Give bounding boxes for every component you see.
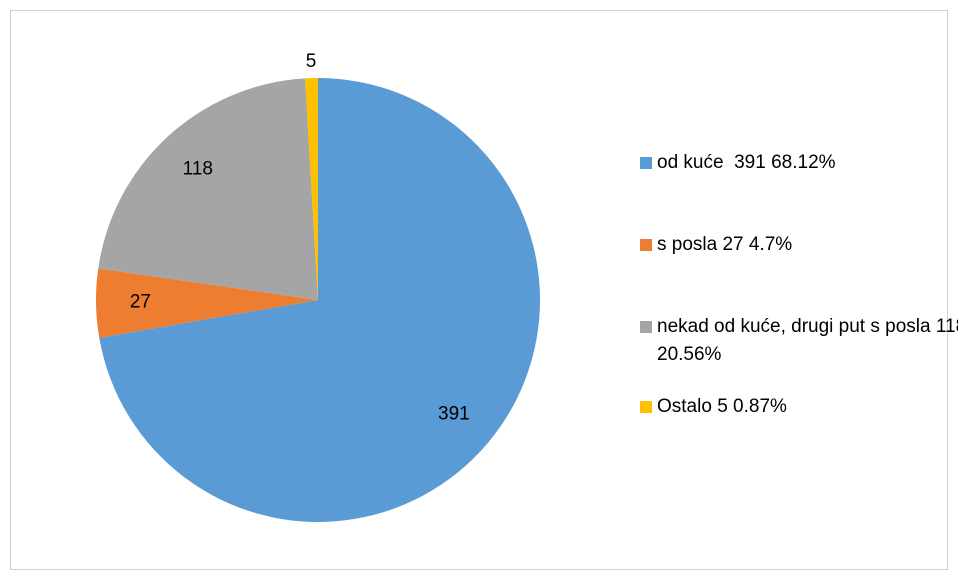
data-label: 5 <box>306 51 317 72</box>
data-label: 118 <box>183 158 213 179</box>
pie-slice <box>99 78 540 522</box>
chart-frame <box>10 10 948 570</box>
legend-swatch <box>640 157 652 169</box>
legend-label: od kuće 391 68.12% <box>657 152 836 173</box>
pie-slice <box>305 78 318 300</box>
data-label: 391 <box>438 403 470 424</box>
legend-swatch <box>640 321 652 333</box>
legend-entry: Ostalo 5 0.87% <box>640 393 958 421</box>
legend-label: nekad od kuće, drugi put s posla 118 20.… <box>657 316 958 365</box>
legend-label: Ostalo 5 0.87% <box>657 396 787 417</box>
data-label: 27 <box>130 292 151 313</box>
pie-slice <box>95 268 318 338</box>
legend-label: s posla 27 4.7% <box>657 234 793 255</box>
legend-swatch <box>640 401 652 413</box>
legend-entry: nekad od kuće, drugi put s posla 118 20.… <box>640 313 958 369</box>
pie-slice <box>98 78 319 300</box>
legend-entry: od kuće 391 68.12% <box>640 149 958 177</box>
legend-entry: s posla 27 4.7% <box>640 231 958 259</box>
legend-swatch <box>640 239 652 251</box>
